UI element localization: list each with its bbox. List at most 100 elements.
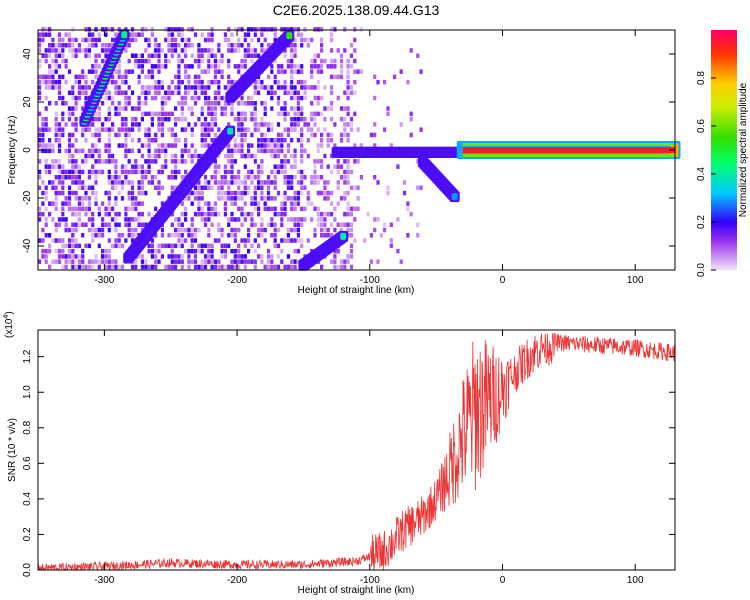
heat-cell-1555 bbox=[240, 153, 244, 159]
heat-cell-1921 bbox=[290, 227, 294, 233]
heat-cell-474 bbox=[97, 116, 101, 122]
spectrogram-ylabel: Frequency (Hz) bbox=[7, 116, 18, 185]
heat-cell-64 bbox=[44, 116, 48, 122]
heat-cell-1517 bbox=[237, 264, 241, 270]
heat-cell-1375 bbox=[217, 190, 221, 196]
heat-cell-1650 bbox=[253, 206, 257, 212]
heat-cell-2122 bbox=[320, 217, 324, 222]
heat-cell-1646 bbox=[253, 259, 257, 264]
heat-cell-1265 bbox=[203, 201, 208, 206]
heat-cell-1704 bbox=[260, 185, 264, 190]
heat-cell-1021 bbox=[170, 48, 174, 53]
heat-cell-1709 bbox=[260, 148, 264, 154]
heat-cell-1009 bbox=[170, 185, 174, 190]
heat-cell-1256 bbox=[200, 48, 204, 53]
heat-cell-835 bbox=[147, 243, 151, 249]
heat-cell-761 bbox=[137, 222, 141, 227]
heat-cell-29 bbox=[41, 227, 45, 233]
heat-cell-208 bbox=[64, 201, 68, 206]
heat-cell-1628 bbox=[250, 196, 254, 201]
heat-cell-1476 bbox=[230, 175, 234, 180]
heat-cell-252 bbox=[71, 243, 75, 249]
heat-cell-343 bbox=[81, 148, 85, 154]
heat-cell-400 bbox=[87, 48, 91, 53]
heat-cell-382 bbox=[87, 227, 91, 233]
heat-cell-101 bbox=[51, 217, 55, 222]
heat-cell-1971 bbox=[293, 95, 297, 101]
heat-cell-1886 bbox=[283, 85, 287, 90]
heat-cell-1673 bbox=[257, 243, 261, 249]
heat-cell-2217 bbox=[336, 164, 340, 169]
heat-cell-975 bbox=[167, 264, 171, 270]
heat-cell-1826 bbox=[276, 211, 281, 217]
heat-cell-1367 bbox=[213, 53, 217, 58]
heat-cell-1426 bbox=[223, 153, 227, 159]
heat-cell-1649 bbox=[253, 222, 257, 227]
heat-cell-1394 bbox=[220, 264, 224, 270]
heat-cell-2246 bbox=[343, 175, 347, 180]
heat-cell-1606 bbox=[247, 185, 251, 190]
heat-cell-129 bbox=[54, 159, 58, 164]
heat-cell-304 bbox=[74, 53, 78, 58]
heat-cell-178 bbox=[61, 238, 65, 243]
heat-cell-2011 bbox=[300, 190, 304, 196]
heat-cell-726 bbox=[130, 116, 135, 122]
heat-cell-773 bbox=[137, 122, 141, 127]
heat-cell-2046 bbox=[303, 79, 307, 85]
heat-cell-305 bbox=[74, 48, 78, 53]
heat-cell-437 bbox=[94, 201, 98, 206]
heat-cell-1135 bbox=[187, 259, 191, 264]
heat-cell-1158 bbox=[190, 243, 194, 249]
heat-cell-795 bbox=[140, 180, 144, 185]
heat-cell-92 bbox=[48, 69, 52, 74]
heat-cell-126 bbox=[54, 185, 58, 190]
heat-cell-741 bbox=[134, 227, 138, 233]
heat-cell-597 bbox=[114, 164, 118, 169]
heat-cell-2183 bbox=[330, 85, 334, 90]
heat-cell-2127 bbox=[320, 159, 324, 164]
heat-cell-442 bbox=[94, 169, 98, 175]
heat-cell-1023 bbox=[170, 37, 174, 43]
heat-cell-512 bbox=[104, 159, 108, 164]
heat-cell-317 bbox=[77, 185, 81, 190]
heat-cell-61 bbox=[44, 143, 48, 148]
heat-cell-1544 bbox=[237, 37, 241, 43]
heat-cell-415 bbox=[91, 169, 95, 175]
heat-cell-977 bbox=[167, 243, 171, 249]
heat-cell-1664 bbox=[253, 90, 257, 95]
heat-cell-1011 bbox=[170, 169, 174, 175]
heat-cell-1780 bbox=[270, 148, 274, 154]
heat-cell-528 bbox=[107, 259, 111, 264]
heat-cell-1674 bbox=[257, 233, 261, 238]
heat-cell-1087 bbox=[180, 222, 184, 227]
heat-cell-1275 bbox=[203, 116, 208, 122]
heat-cell-2073 bbox=[310, 64, 314, 69]
heat-cell-1377 bbox=[217, 180, 221, 185]
heat-cell-357 bbox=[84, 222, 88, 227]
heat-cell-1724 bbox=[260, 27, 264, 32]
heat-cell-77 bbox=[48, 243, 52, 249]
heat-cell-0 bbox=[38, 259, 42, 264]
heat-cell-931 bbox=[160, 254, 164, 259]
heat-cell-1410 bbox=[220, 69, 224, 74]
heat-cell-1942 bbox=[290, 64, 294, 69]
heat-cell-128 bbox=[54, 164, 58, 169]
heat-cell-1911 bbox=[286, 90, 290, 95]
heat-cell-373 bbox=[84, 79, 88, 85]
heat-cell-542 bbox=[107, 159, 111, 164]
heat-cell-2348 bbox=[376, 79, 380, 85]
heat-cell-600 bbox=[114, 111, 118, 117]
heat-cell-626 bbox=[117, 85, 121, 90]
heat-cell-109 bbox=[51, 85, 55, 90]
heat-cell-687 bbox=[127, 217, 131, 222]
heat-cell-1302 bbox=[207, 106, 211, 111]
heat-cell-257 bbox=[71, 211, 75, 217]
heat-cell-955 bbox=[164, 264, 168, 270]
heat-cell-487 bbox=[101, 233, 105, 238]
heat-cell-857 bbox=[147, 37, 151, 43]
heat-cell-1117 bbox=[184, 159, 188, 164]
heat-cell-2102 bbox=[316, 180, 320, 185]
heat-cell-1805 bbox=[273, 180, 277, 185]
heat-cell-260 bbox=[71, 180, 75, 185]
heat-cell-243 bbox=[67, 69, 72, 74]
